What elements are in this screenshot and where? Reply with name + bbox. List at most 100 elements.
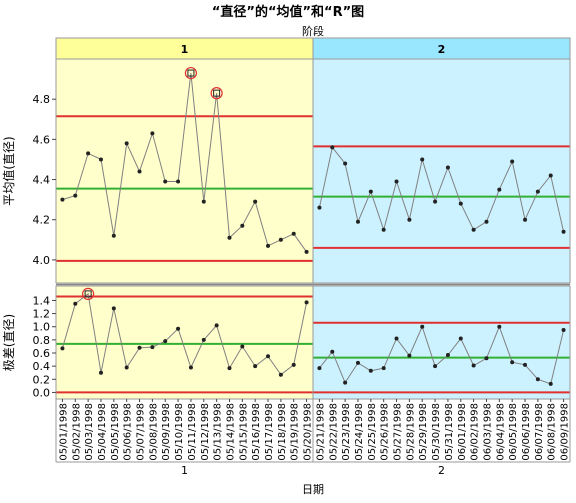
xbar-point xyxy=(86,151,91,156)
range-point xyxy=(163,339,168,344)
date-tick-label: 06/07/1998 xyxy=(534,403,545,461)
xbar-point xyxy=(433,199,438,204)
phase-header-1 xyxy=(56,38,313,59)
range-point xyxy=(394,336,399,341)
xbar-tick-label: 4.4 xyxy=(33,174,51,187)
xbar-point xyxy=(381,227,386,232)
date-tick-label: 05/09/1998 xyxy=(161,403,172,461)
date-tick-label: 05/28/1998 xyxy=(405,403,416,461)
range-point xyxy=(60,346,65,351)
date-tick-label: 05/04/1998 xyxy=(97,403,108,461)
range-panel-bg-1 xyxy=(56,286,313,399)
range-point xyxy=(497,324,502,329)
range-point xyxy=(73,301,78,306)
range-point xyxy=(240,344,245,349)
xbar-point xyxy=(561,229,566,234)
date-tick-label: 05/11/1998 xyxy=(187,403,198,461)
chart-title: “直径”的“均值”和“R”图 xyxy=(212,4,364,20)
range-panel-bg-2 xyxy=(313,286,570,399)
date-tick-label: 05/17/1998 xyxy=(264,403,275,461)
xbar-point xyxy=(317,205,322,210)
phase-header-2 xyxy=(313,38,570,59)
xbar-point xyxy=(124,141,129,146)
range-point xyxy=(535,377,540,382)
xbar-point xyxy=(343,161,348,166)
xbar-point xyxy=(240,223,245,228)
xbar-tick-label: 4.6 xyxy=(33,133,51,146)
phase-axis-label: 阶段 xyxy=(302,24,324,38)
range-point xyxy=(253,364,258,369)
range-point xyxy=(84,290,92,298)
range-point xyxy=(317,366,322,371)
x-axis-label: 日期 xyxy=(302,483,324,496)
date-tick-label: 05/08/1998 xyxy=(148,403,159,461)
range-series-line xyxy=(61,292,308,376)
range-point xyxy=(420,324,425,329)
xbar-panel-bg-2 xyxy=(313,59,570,283)
range-point xyxy=(304,300,309,305)
xbar-point xyxy=(201,199,206,204)
date-tick-label: 05/26/1998 xyxy=(380,403,391,461)
range-tick-label: 0.4 xyxy=(33,360,51,373)
xbar-point xyxy=(213,89,221,97)
xbar-point xyxy=(253,199,258,204)
range-point xyxy=(124,365,129,370)
xbar-panel-bg-1 xyxy=(56,59,313,283)
range-point xyxy=(368,368,373,373)
xbar-point xyxy=(497,187,502,192)
xbar-point xyxy=(394,179,399,184)
date-tick-label: 05/16/1998 xyxy=(251,403,262,461)
range-point xyxy=(176,326,181,331)
date-tick-label: 05/06/1998 xyxy=(123,403,134,461)
range-tick-label: 0.2 xyxy=(33,373,51,386)
range-alarm-ring xyxy=(82,287,95,300)
date-tick-label: 05/30/1998 xyxy=(431,403,442,461)
xbar-ylabel: 平均值(直径) xyxy=(1,136,16,205)
xbar-tick-label: 4.8 xyxy=(33,93,51,106)
range-point xyxy=(98,370,103,375)
range-tick-label: 0.6 xyxy=(33,347,51,360)
phase-header-label: 2 xyxy=(438,43,446,56)
xbar-point xyxy=(137,169,142,174)
xbar-point xyxy=(445,165,450,170)
xbar-point xyxy=(355,219,360,224)
range-point xyxy=(523,362,528,367)
range-point xyxy=(381,366,386,371)
date-tick-label: 05/21/1998 xyxy=(315,403,326,461)
range-point xyxy=(484,356,489,361)
range-point xyxy=(407,353,412,358)
range-point xyxy=(445,352,450,357)
phase-header-label: 1 xyxy=(181,43,189,56)
xbar-point xyxy=(535,189,540,194)
date-tick-label: 05/24/1998 xyxy=(354,403,365,461)
date-tick-label: 05/27/1998 xyxy=(393,403,404,461)
range-point xyxy=(355,360,360,365)
xbar-point xyxy=(111,233,116,238)
range-point xyxy=(266,354,271,359)
xbar-tick-label: 4.0 xyxy=(33,254,51,267)
date-tick-label: 05/14/1998 xyxy=(225,403,236,461)
date-tick-label: 06/05/1998 xyxy=(508,403,519,461)
range-tick-label: 1.0 xyxy=(33,321,51,334)
phase-bottom-label: 2 xyxy=(438,464,445,477)
date-tick-label: 06/09/1998 xyxy=(560,403,571,461)
xbar-point xyxy=(266,243,271,248)
xbar-alarm-ring xyxy=(184,66,198,80)
range-point xyxy=(433,364,438,369)
date-tick-label: 06/02/1998 xyxy=(470,403,481,461)
range-point xyxy=(343,380,348,385)
date-tick-label: 06/01/1998 xyxy=(457,403,468,461)
xbar-point xyxy=(420,157,425,162)
range-point xyxy=(111,306,116,311)
range-point xyxy=(227,366,232,371)
date-tick-label: 05/31/1998 xyxy=(444,403,455,461)
xbar-point xyxy=(471,227,476,232)
xbar-point xyxy=(548,173,553,178)
range-point xyxy=(510,360,515,365)
date-tick-label: 05/29/1998 xyxy=(418,403,429,461)
range-tick-label: 1.4 xyxy=(33,294,51,307)
date-tick-label: 05/02/1998 xyxy=(71,403,82,461)
range-series-line xyxy=(319,325,565,385)
xbar-point xyxy=(163,179,168,184)
